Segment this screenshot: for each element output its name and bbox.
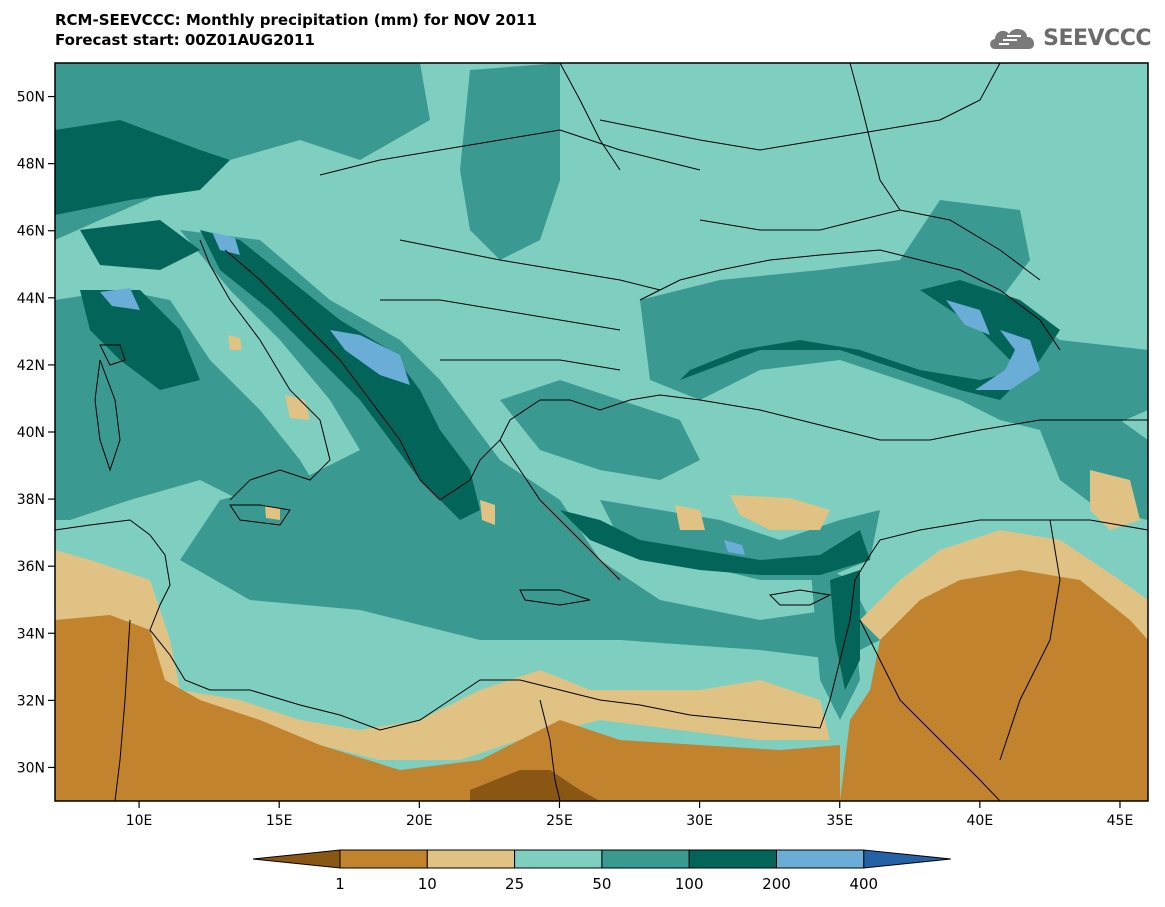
colorbar-box: [601, 849, 690, 869]
latitude-axis: 50N 48N 46N 44N 42N 40N 38N 36N 34N 32N 30N: [17, 90, 55, 776]
colorbar-label: 100: [675, 875, 704, 893]
lat-tick-label: 48N: [17, 157, 45, 173]
lat-tick-label: 34N: [17, 626, 45, 642]
colorbar-box: [776, 849, 865, 869]
lon-tick-label: 40E: [967, 813, 994, 829]
lat-tick-label: 38N: [17, 492, 45, 508]
lat-tick-label: 44N: [17, 291, 45, 307]
colorbar-label: 25: [505, 875, 524, 893]
lon-tick-label: 30E: [686, 813, 713, 829]
colorbar-low-arrow: [252, 849, 341, 869]
lat-tick-label: 40N: [17, 425, 45, 441]
contour-200-400: [100, 232, 1040, 555]
colorbar-label: 400: [849, 875, 878, 893]
cloud-logo-icon: [990, 28, 1035, 49]
lat-tick-label: 46N: [17, 224, 45, 240]
longitude-axis: 10E 15E 20E 25E 30E 35E 40E 45E: [126, 801, 1134, 829]
title-block: RCM-SEEVCCC: Monthly precipitation (mm) …: [55, 10, 537, 50]
lon-tick-label: 20E: [406, 813, 433, 829]
lat-tick-label: 50N: [17, 90, 45, 106]
lon-tick-label: 25E: [546, 813, 573, 829]
colorbar-high-arrow: [863, 849, 951, 869]
lon-tick-label: 15E: [266, 813, 293, 829]
colorbar-label: 10: [418, 875, 437, 893]
lon-tick-label: 10E: [126, 813, 153, 829]
colorbar-box: [426, 849, 516, 869]
colorbar-box: [688, 849, 778, 869]
colorbar-label: 200: [762, 875, 791, 893]
contour-10-25: [55, 335, 1148, 760]
lat-tick-label: 42N: [17, 358, 45, 374]
logo-text: SEEVCCC: [1043, 25, 1151, 51]
map-subtitle: Forecast start: 00Z01AUG2011: [55, 31, 315, 49]
contour-1-10: [55, 570, 1148, 801]
lon-tick-label: 45E: [1107, 813, 1134, 829]
contour-below-1: [470, 770, 600, 801]
colorbar-label: 50: [592, 875, 611, 893]
colorbar-box: [514, 849, 603, 869]
coastlines-borders: [55, 63, 1148, 801]
colorbar: 1 10 25 50 100 200 400: [252, 849, 951, 893]
lon-tick-label: 35E: [826, 813, 853, 829]
colorbar-box: [339, 849, 428, 869]
lat-tick-label: 30N: [17, 760, 45, 776]
lat-tick-label: 36N: [17, 559, 45, 575]
map-area: [55, 63, 1148, 801]
map-title: RCM-SEEVCCC: Monthly precipitation (mm) …: [55, 11, 537, 29]
seevccc-logo: SEEVCCC: [987, 20, 1151, 56]
colorbar-label: 1: [335, 875, 345, 893]
lat-tick-label: 32N: [17, 693, 45, 709]
